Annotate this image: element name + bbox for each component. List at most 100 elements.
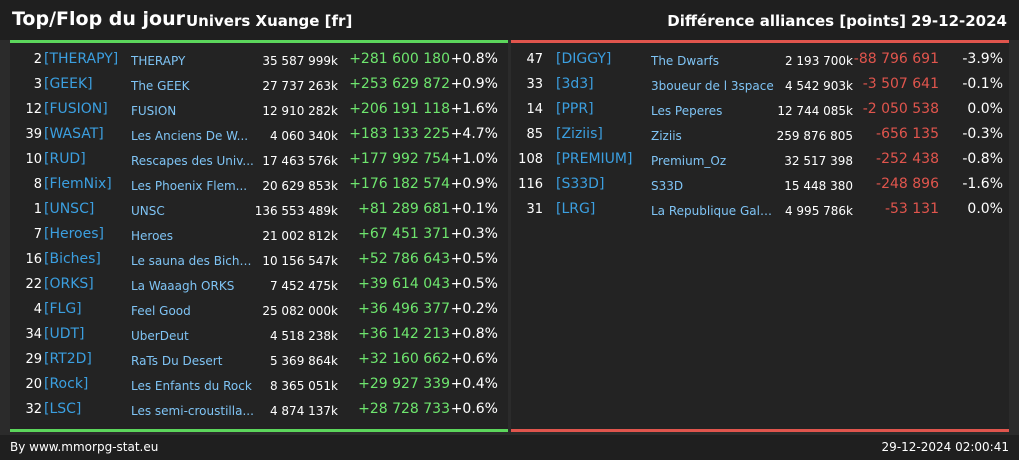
alliance-rank: 33	[526, 77, 543, 92]
points-difference: -2 050 538	[862, 101, 939, 117]
points-difference: +36 142 213	[358, 326, 450, 342]
alliance-rank: 8	[33, 177, 42, 192]
alliance-rank: 16	[25, 252, 42, 267]
top-row: 4 [FLG] Feel Good 25 082 000k +36 496 377 +0.…	[10, 298, 508, 323]
points-difference: +206 191 118	[349, 101, 450, 117]
top-row: 3 [GEEK] The GEEK 27 737 263k +253 629 872 +0…	[10, 73, 508, 98]
alliance-tag[interactable]: [Ziziis]	[556, 126, 603, 142]
alliance-points: 136 553 489k	[254, 204, 338, 218]
footer-bar: By www.mmorpg-stat.eu 29-12-2024 02:00:4…	[0, 435, 1019, 460]
percent-change: -0.8%	[962, 151, 1003, 167]
alliance-tag[interactable]: [FUSION]	[44, 101, 108, 117]
alliance-rank: 12	[25, 102, 42, 117]
alliance-rank: 116	[518, 177, 543, 192]
points-difference: -88 796 691	[853, 51, 939, 67]
alliance-points: 7 452 475k	[269, 279, 338, 293]
footer-timestamp: 29-12-2024 02:00:41	[881, 440, 1009, 454]
percent-change: +0.9%	[450, 76, 498, 92]
alliance-tag[interactable]: [FlemNix]	[44, 176, 112, 192]
flop-row: 85 [Ziziis] Ziziis 259 876 805 -656 135 -0.3%	[511, 123, 1009, 148]
alliance-points: 4 995 786k	[784, 204, 853, 218]
percent-change: +0.8%	[450, 51, 498, 67]
percent-change: +0.4%	[450, 376, 498, 392]
alliance-points: 32 517 398	[784, 154, 853, 168]
alliance-rank: 20	[25, 377, 42, 392]
alliance-tag[interactable]: [PREMIUM]	[556, 151, 633, 167]
points-difference: +253 629 872	[349, 76, 450, 92]
page-title: Top/Flop du jour	[12, 8, 185, 30]
top-row: 32 [LSC] Les semi-croustilla... 4 874 137k +…	[10, 398, 508, 423]
percent-change: +0.2%	[450, 301, 498, 317]
alliance-points: 25 082 000k	[262, 304, 338, 318]
alliance-tag[interactable]: [UDT]	[44, 326, 85, 342]
percent-change: -0.1%	[962, 76, 1003, 92]
alliance-tag[interactable]: [ORKS]	[44, 276, 94, 292]
percent-change: +4.7%	[450, 126, 498, 142]
alliance-points: 4 060 340k	[269, 129, 338, 143]
alliance-points: 12 910 282k	[262, 104, 338, 118]
alliance-tag[interactable]: [Rock]	[44, 376, 89, 392]
points-difference: +52 786 643	[358, 251, 450, 267]
source-link[interactable]: By www.mmorpg-stat.eu	[10, 440, 159, 454]
alliance-tag[interactable]: [Biches]	[44, 251, 101, 267]
points-difference: +29 927 339	[358, 376, 450, 392]
percent-change: 0.0%	[967, 101, 1003, 117]
top-row: 39 [WASAT] Les Anciens De W... 4 060 340k +1…	[10, 123, 508, 148]
points-difference: -656 135	[876, 126, 939, 142]
alliance-tag[interactable]: [RT2D]	[44, 351, 92, 367]
alliance-points: 10 156 547k	[262, 254, 338, 268]
percent-change: +0.9%	[450, 176, 498, 192]
alliance-rank: 31	[526, 202, 543, 217]
alliance-tag[interactable]: [RUD]	[44, 151, 86, 167]
alliance-tag[interactable]: [Heroes]	[44, 226, 104, 242]
percent-change: +0.8%	[450, 326, 498, 342]
alliance-tag[interactable]: [WASAT]	[44, 126, 104, 142]
top-panel: 2 [THERAPY] THERAPY 35 587 999k +281 600 180…	[10, 40, 508, 432]
flop-row: 116 [S33D] S33D 15 448 380 -248 896 -1.6%	[511, 173, 1009, 198]
flop-panel: 47 [DIGGY] The Dwarfs 2 193 700k -88 796 691…	[511, 40, 1009, 432]
alliance-points: 4 874 137k	[269, 404, 338, 418]
alliance-points: 21 002 812k	[262, 229, 338, 243]
percent-change: +1.0%	[450, 151, 498, 167]
alliance-tag[interactable]: [UNSC]	[44, 201, 95, 217]
alliance-rank: 34	[25, 327, 42, 342]
alliance-rank: 32	[25, 402, 42, 417]
alliance-rank: 39	[25, 127, 42, 142]
alliance-points: 4 542 903k	[784, 79, 853, 93]
points-difference: +176 182 574	[349, 176, 450, 192]
alliance-tag[interactable]: [FLG]	[44, 301, 82, 317]
flop-row: 14 [PPR] Les Peperes 12 744 085k -2 050 538 0…	[511, 98, 1009, 123]
points-difference: +81 289 681	[358, 201, 450, 217]
alliance-tag[interactable]: [GEEK]	[44, 76, 93, 92]
points-difference: -3 507 641	[862, 76, 939, 92]
top-row: 10 [RUD] Rescapes des Univ... 17 463 576k +1…	[10, 148, 508, 173]
difference-label: Différence alliances [points]	[667, 12, 906, 30]
alliance-points: 5 369 864k	[269, 354, 338, 368]
percent-change: -3.9%	[962, 51, 1003, 67]
percent-change: +1.6%	[450, 101, 498, 117]
alliance-tag[interactable]: [THERAPY]	[44, 51, 119, 67]
alliance-rank: 7	[33, 227, 42, 242]
alliance-tag[interactable]: [PPR]	[556, 101, 594, 117]
top-row: 22 [ORKS] La Waaagh ORKS 7 452 475k +39 614 …	[10, 273, 508, 298]
points-difference: +183 133 225	[349, 126, 450, 142]
top-row: 12 [FUSION] FUSION 12 910 282k +206 191 118 +…	[10, 98, 508, 123]
alliance-tag[interactable]: [LRG]	[556, 201, 596, 217]
points-difference: +67 451 371	[358, 226, 450, 242]
alliance-tag[interactable]: [3d3]	[556, 76, 594, 92]
percent-change: -1.6%	[962, 176, 1003, 192]
alliance-tag[interactable]: [S33D]	[556, 176, 605, 192]
alliance-points: 35 587 999k	[262, 54, 338, 68]
alliance-rank: 14	[526, 102, 543, 117]
flop-row: 31 [LRG] La Republique Gala... 4 995 786k -5…	[511, 198, 1009, 223]
alliance-rank: 29	[25, 352, 42, 367]
alliance-points: 27 737 263k	[262, 79, 338, 93]
alliance-rank: 108	[518, 152, 543, 167]
alliance-tag[interactable]: [LSC]	[44, 401, 82, 417]
alliance-tag[interactable]: [DIGGY]	[556, 51, 612, 67]
flop-row: 108 [PREMIUM] Premium_Oz 32 517 398 -252 438…	[511, 148, 1009, 173]
alliance-rank: 1	[33, 202, 42, 217]
points-difference: +36 496 377	[358, 301, 450, 317]
points-difference: +28 728 733	[358, 401, 450, 417]
points-difference: +39 614 043	[358, 276, 450, 292]
